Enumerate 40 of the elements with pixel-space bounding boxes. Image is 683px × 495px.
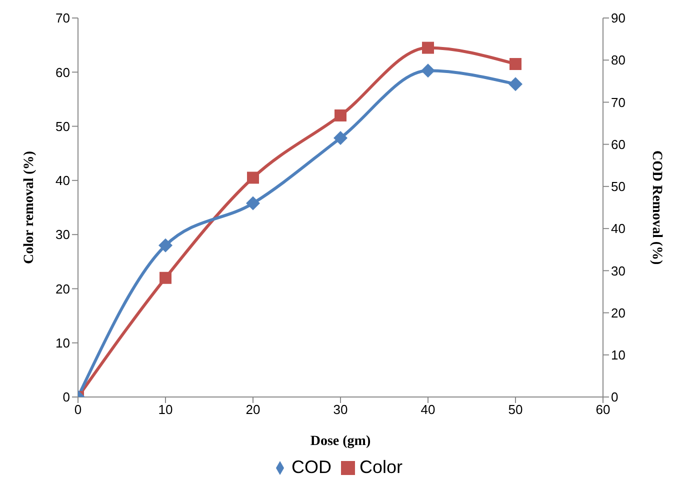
y2-tick-label: 50 [611, 179, 626, 194]
x-tick-label: 50 [508, 402, 523, 418]
x-tick-label: 10 [158, 402, 173, 418]
y-tick-label: 20 [56, 281, 70, 296]
y2-tick-label: 10 [611, 348, 626, 363]
y2-tick-label: 20 [611, 305, 626, 320]
x-tick-label: 30 [333, 402, 348, 418]
point [421, 64, 435, 78]
y2-tick-label: 40 [611, 221, 626, 236]
y2-tick-label: 60 [611, 136, 626, 152]
point [508, 77, 522, 92]
x-axis-title: Dose (gm) [310, 434, 371, 449]
point [158, 238, 172, 252]
x-tick-label: 60 [596, 402, 610, 418]
point [334, 109, 346, 122]
y-tick-label: 30 [56, 227, 70, 242]
y2-axis-title: COD Removal (%) [649, 150, 664, 265]
y2-tick-label: 80 [611, 52, 626, 68]
y-axis-title: Color removal (%) [22, 150, 37, 264]
y2-tick-label: 70 [611, 94, 626, 110]
x-tick-label: 40 [420, 402, 436, 418]
point [510, 58, 522, 70]
y-tick-label: 70 [56, 10, 70, 26]
x-tick-label: 20 [246, 402, 260, 418]
y2-tick-label: 90 [611, 10, 626, 26]
point [422, 42, 434, 54]
legend-label: COD [291, 457, 332, 477]
point [334, 131, 348, 146]
point [246, 196, 260, 210]
y-tick-label: 40 [56, 173, 70, 188]
y-tick-label: 50 [56, 118, 70, 134]
y2-tick-label: 30 [611, 263, 626, 278]
point [247, 172, 259, 184]
y-tick-label: 60 [56, 64, 70, 80]
legend-label: Color [359, 457, 402, 477]
y2-tick-label: 0 [611, 390, 618, 405]
y-tick-label: 0 [62, 390, 70, 405]
y-tick-label: 10 [56, 335, 70, 350]
x-tick-label: 0 [74, 402, 82, 418]
point [160, 272, 172, 284]
